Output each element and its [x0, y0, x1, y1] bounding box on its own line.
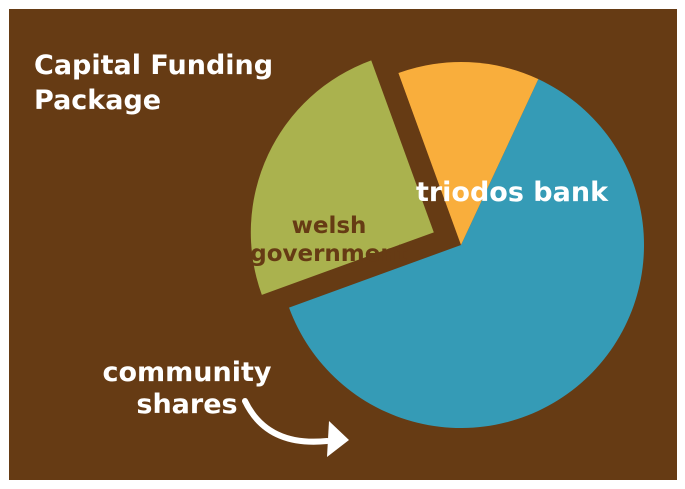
- pie-slice-triodos-bank: [289, 79, 644, 428]
- slice-label-government: government: [250, 241, 408, 267]
- pie-slice-community-shares: [250, 60, 434, 295]
- slice-label-triodos-bank: triodos bank: [416, 177, 609, 208]
- slice-label-shares: shares: [136, 389, 237, 420]
- chart-title-line-2: Package: [34, 85, 161, 116]
- slice-label-welsh: welsh: [292, 213, 367, 239]
- chart-title-line-1: Capital Funding: [34, 50, 273, 81]
- pie-slice-welsh-government: [398, 61, 539, 246]
- pie-chart: Capital Funding Package triodos bank comm…: [9, 9, 677, 480]
- arrowhead-icon: [327, 421, 349, 457]
- curved-arrow-icon: [242, 398, 330, 445]
- pie-slices: [250, 60, 644, 428]
- chart-panel: Capital Funding Package triodos bank comm…: [9, 9, 677, 480]
- slice-label-community: community: [102, 357, 271, 388]
